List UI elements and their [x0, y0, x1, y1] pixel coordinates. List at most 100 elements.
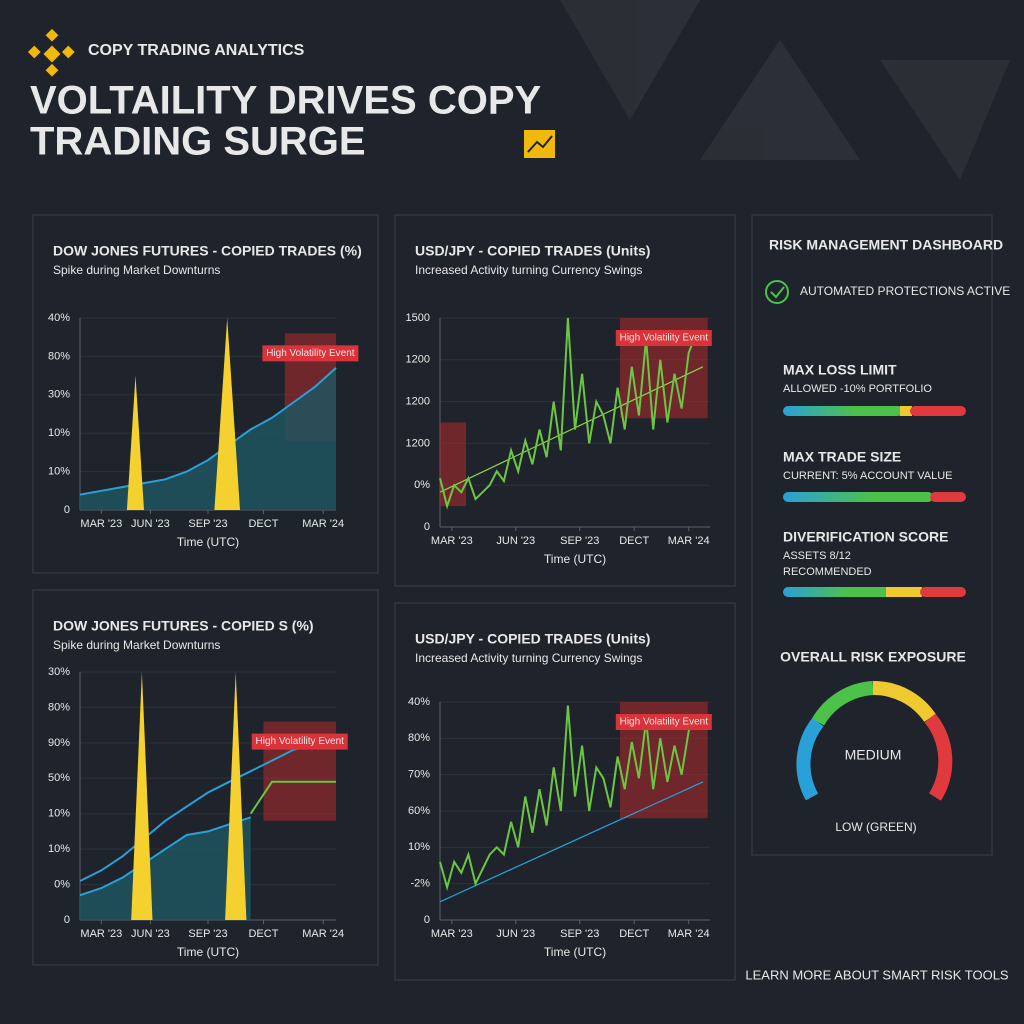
volatility-spike	[225, 672, 247, 920]
y-tick-label: 80%	[48, 350, 70, 362]
x-tick-label: JUN '23	[496, 535, 535, 547]
risk-item-name: MAX TRADE SIZE	[783, 449, 901, 465]
line	[439, 317, 697, 510]
risk-bar	[783, 406, 966, 416]
chart-subtitle: Increased Activity turning Currency Swin…	[415, 263, 642, 277]
annotation-box	[251, 733, 348, 750]
chart-title: DOW JONES FUTURES - COPIED TRADES (%)	[53, 243, 362, 259]
y-tick-label: 50%	[48, 772, 70, 784]
y-tick-label: 0%	[414, 479, 430, 491]
y-tick-label: 0	[64, 504, 70, 516]
title-line: TRADING SURGE	[30, 120, 366, 164]
volatility-spike	[214, 318, 240, 510]
line	[79, 367, 337, 496]
y-tick-label: 80%	[408, 732, 430, 744]
y-tick-label: 70%	[408, 769, 430, 781]
y-tick-label: 0%	[54, 878, 70, 890]
y-tick-label: 80%	[48, 701, 70, 713]
y-tick-label: 0	[64, 914, 70, 926]
x-tick-label: SEP '23	[188, 928, 227, 940]
volatility-spike	[131, 672, 153, 920]
x-tick-label: SEP '23	[188, 518, 227, 530]
risk-bar	[783, 492, 966, 502]
annotation-box	[615, 330, 712, 346]
y-tick-label: 10%	[48, 808, 70, 820]
x-tick-label: DECT	[248, 518, 278, 530]
y-tick-label: 30%	[48, 389, 70, 401]
y-tick-label: 1200	[406, 396, 430, 408]
y-tick-label: 0	[424, 914, 430, 926]
annotation: High Volatility Event	[266, 348, 355, 359]
x-tick-label: JUN '23	[131, 518, 170, 530]
gauge-level: MEDIUM	[845, 747, 902, 763]
gauge-low-label: LOW (GREEN)	[835, 820, 916, 834]
chart-panel	[32, 214, 379, 574]
y-tick-label: 10%	[48, 843, 70, 855]
panel-title: RISK MANAGEMENT DASHBOARD	[769, 237, 1003, 253]
x-axis-label: Time (UTC)	[544, 552, 606, 566]
risk-item-detail: RECOMMENDED	[783, 566, 872, 578]
chart-subtitle: Spike during Market Downturns	[53, 263, 220, 277]
x-tick-label: MAR '24	[302, 518, 344, 530]
chart-panel	[394, 214, 736, 587]
volatility-spike	[126, 375, 144, 510]
chart-title: USD/JPY - COPIED TRADES (Units)	[415, 631, 650, 647]
footer-link[interactable]: LEARN MORE ABOUT SMART RISK TOOLS	[745, 967, 1009, 982]
y-tick-label: 40%	[48, 312, 70, 324]
x-tick-label: DECT	[248, 928, 278, 940]
y-tick-label: 1200	[406, 354, 430, 366]
risk-panel	[751, 214, 993, 856]
x-axis-label: Time (UTC)	[177, 535, 239, 549]
risk-bar	[783, 587, 966, 597]
x-tick-label: MAR '24	[668, 928, 710, 940]
y-tick-label: 60%	[408, 805, 430, 817]
x-tick-label: MAR '24	[668, 535, 710, 547]
x-axis-label: Time (UTC)	[544, 945, 606, 959]
risk-item-detail: ALLOWED -10% PORTFOLIO	[783, 383, 932, 395]
area	[80, 367, 336, 510]
x-tick-label: MAR '24	[302, 928, 344, 940]
y-tick-label: 30%	[48, 666, 70, 678]
y-tick-label: -2%	[410, 878, 430, 890]
y-tick-label: 10%	[48, 427, 70, 439]
brand: COPY TRADING ANALYTICS	[88, 42, 305, 59]
trend-line	[439, 366, 704, 493]
y-tick-label: 1500	[406, 312, 430, 324]
chart-panel	[32, 589, 379, 966]
line	[79, 738, 337, 882]
y-tick-label: 90%	[48, 737, 70, 749]
line	[439, 705, 697, 892]
chart-subtitle: Spike during Market Downturns	[53, 638, 220, 652]
annotation-box	[262, 345, 359, 362]
status: AUTOMATED PROTECTIONS ACTIVE	[800, 284, 1010, 298]
risk-item-name: MAX LOSS LIMIT	[783, 362, 897, 378]
x-tick-label: MAR '23	[80, 518, 122, 530]
x-tick-label: MAR '23	[80, 928, 122, 940]
title-line: VOLTAILITY DRIVES COPY	[30, 79, 541, 123]
annotation: High Volatility Event	[620, 717, 709, 728]
x-tick-label: MAR '23	[431, 928, 473, 940]
x-tick-label: JUN '23	[496, 928, 535, 940]
chart-title: USD/JPY - COPIED TRADES (Units)	[415, 243, 650, 259]
chart-panel	[394, 602, 736, 981]
annotation: High Volatility Event	[620, 333, 709, 344]
y-tick-label: 40%	[408, 696, 430, 708]
x-tick-label: SEP '23	[560, 535, 599, 547]
background-triangles	[560, 0, 1010, 180]
x-tick-label: SEP '23	[560, 928, 599, 940]
x-tick-label: DECT	[619, 928, 649, 940]
line	[249, 780, 336, 815]
y-tick-label: 1200	[406, 437, 430, 449]
y-tick-label: 10%	[408, 841, 430, 853]
check-icon	[770, 286, 785, 299]
annotation: High Volatility Event	[256, 736, 345, 747]
gauge	[796, 680, 953, 801]
chart-title: DOW JONES FUTURES - COPIED S (%)	[53, 618, 314, 634]
annotation-box	[615, 714, 712, 730]
x-axis-label: Time (UTC)	[177, 945, 239, 959]
title-icon	[524, 130, 555, 158]
gauge-title: OVERALL RISK EXPOSURE	[780, 649, 966, 665]
trend-line	[439, 781, 704, 903]
risk-item-detail: CURRENT: 5% ACCOUNT VALUE	[783, 470, 953, 482]
